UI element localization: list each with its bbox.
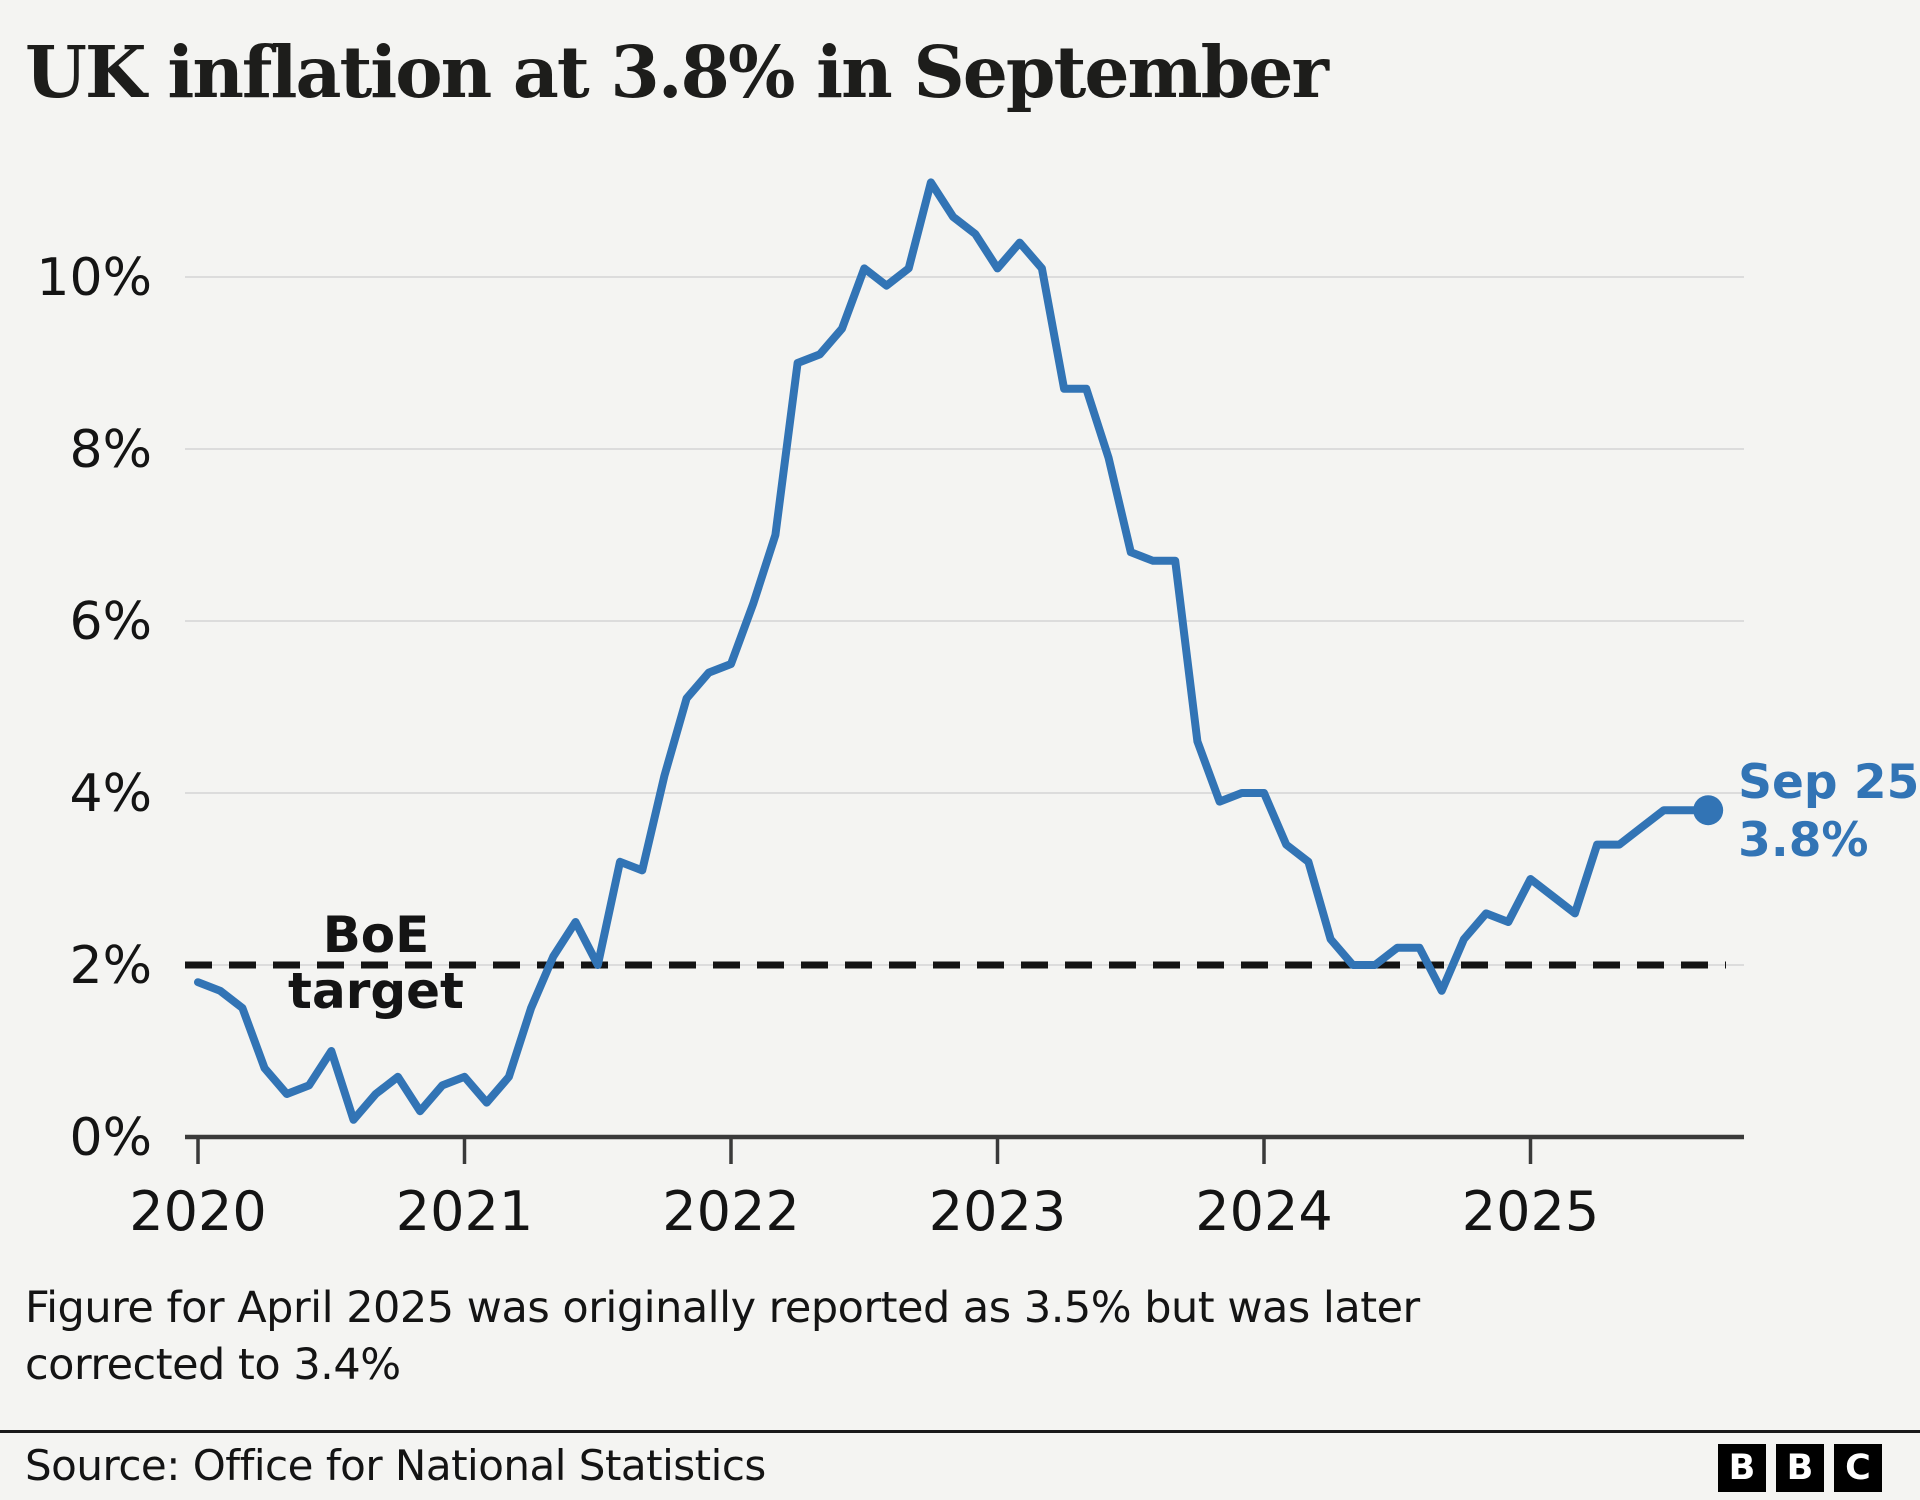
- x-axis-label: 2024: [1195, 1180, 1332, 1243]
- bbc-logo-letter: B: [1776, 1444, 1824, 1492]
- boe-target-label: target: [288, 962, 464, 1020]
- footnote: Figure for April 2025 was originally rep…: [25, 1283, 1420, 1390]
- annotation-value: 3.8%: [1738, 813, 1868, 868]
- annotation-date: Sep 25: [1738, 755, 1919, 810]
- x-axis-label: 2025: [1462, 1180, 1599, 1243]
- x-axis-label: 2021: [396, 1180, 533, 1243]
- inflation-line: [194, 178, 1713, 1124]
- bbc-logo-letter: B: [1718, 1444, 1766, 1492]
- chart-title: UK inflation at 3.8% in September: [25, 30, 1329, 114]
- x-axis-label: 2022: [662, 1180, 799, 1243]
- x-axis-label: 2020: [129, 1180, 266, 1243]
- bbc-logo: B B C: [1718, 1444, 1882, 1492]
- source-text: Source: Office for National Statistics: [25, 1441, 766, 1490]
- y-axis-label: 0%: [70, 1108, 153, 1168]
- bbc-logo-letter: C: [1834, 1444, 1882, 1492]
- latest-point-dot: [1693, 795, 1724, 826]
- y-axis-label: 2%: [70, 936, 153, 996]
- y-axis-label: 6%: [70, 592, 153, 652]
- y-axis-label: 8%: [70, 420, 153, 480]
- boe-target-label: BoE: [323, 906, 430, 964]
- y-axis-label: 10%: [36, 248, 152, 308]
- y-axis-label: 4%: [70, 764, 153, 824]
- footer-divider: [0, 1430, 1920, 1433]
- x-axis-label: 2023: [929, 1180, 1066, 1243]
